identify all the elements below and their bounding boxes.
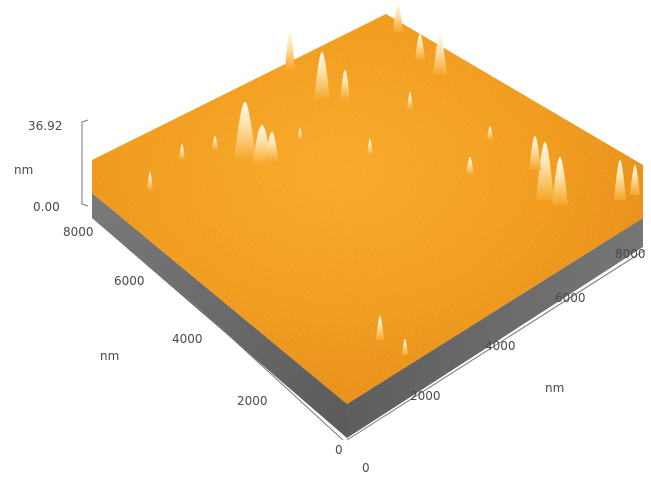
surface-peak <box>367 139 373 155</box>
right-axis-tick-8000: 8000 <box>615 247 646 261</box>
surface-peak <box>487 126 493 140</box>
surface-peak <box>265 132 279 162</box>
surface-peak <box>614 160 626 200</box>
surface-peak <box>376 316 384 340</box>
left-axis-tick-2000: 2000 <box>237 394 268 408</box>
surface-peak <box>529 136 541 170</box>
origin-tick-0: 0 <box>335 443 343 457</box>
surface-peak <box>285 30 295 70</box>
left-axis-tick-4000: 4000 <box>172 332 203 346</box>
z-axis-unit: nm <box>14 163 33 177</box>
surface-peak <box>297 128 303 140</box>
surface-peak <box>415 34 425 60</box>
front-left-wall <box>92 193 347 438</box>
right-axis-tick-6000: 6000 <box>555 291 586 305</box>
surface-peak <box>466 157 474 175</box>
left-axis-unit: nm <box>100 349 119 363</box>
surface-peak <box>234 102 256 160</box>
z-tick-max: 36.92 <box>28 119 62 133</box>
surface-peak <box>433 35 447 75</box>
z-tick-min: 0.00 <box>33 200 60 214</box>
origin-tick-0b: 0 <box>362 461 370 475</box>
right-axis-tick-4000: 4000 <box>485 339 516 353</box>
surface-peak <box>212 136 218 150</box>
surface-peak <box>407 92 413 110</box>
surface-peak <box>147 172 153 190</box>
surface-peak <box>536 142 554 200</box>
surface-peaks <box>147 4 640 355</box>
surface-peak <box>630 165 640 195</box>
surface-peak <box>552 157 568 205</box>
right-axis-tick-2000: 2000 <box>410 389 441 403</box>
surface-peak <box>314 52 330 100</box>
surface-peak <box>402 339 408 355</box>
left-axis-tick-8000: 8000 <box>63 225 94 239</box>
surface-peak <box>340 70 350 100</box>
surface-texture <box>92 14 643 404</box>
surface-peak <box>393 4 403 32</box>
surface-peak <box>179 144 185 160</box>
left-axis-tick-6000: 6000 <box>114 274 145 288</box>
front-right-wall <box>347 218 643 438</box>
axis-frame <box>81 119 646 441</box>
right-axis-unit: nm <box>545 381 564 395</box>
